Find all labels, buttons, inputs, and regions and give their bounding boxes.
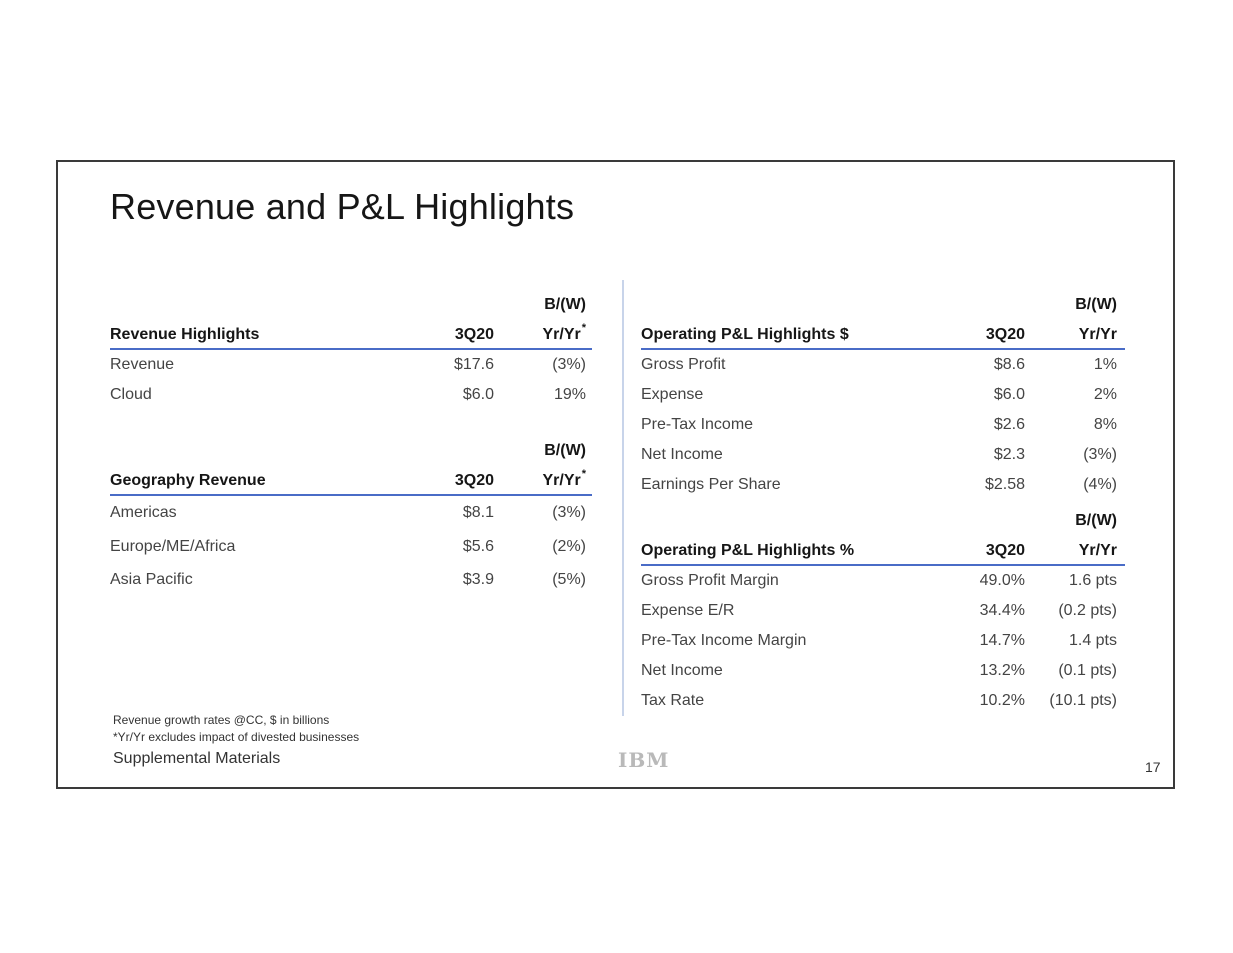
col-bw-label: B/(W): [544, 296, 586, 313]
col-bw-label: B/(W): [1075, 512, 1117, 529]
row-change: 1.6 pts: [1068, 572, 1117, 589]
operating-pl-percent-header: Operating P&L Highlights %: [641, 532, 941, 566]
row-value: 10.2%: [979, 692, 1025, 709]
row-change: (3%): [552, 504, 586, 521]
row-change: (3%): [552, 356, 586, 373]
row-value: $2.3: [993, 446, 1025, 463]
table-row: Tax Rate 10.2% (10.1 pts): [641, 686, 1125, 716]
row-change: 1.4 pts: [1068, 632, 1117, 649]
col-period-header: 3Q20: [440, 316, 494, 350]
row-label: Expense: [641, 386, 704, 403]
table-row: Cloud $6.0 19%: [110, 380, 592, 410]
operating-pl-table: B/(W) Operating P&L Highlights $ 3Q20 Yr…: [641, 284, 1125, 716]
table-row: Revenue $17.6 (3%): [110, 349, 592, 380]
col-period-header: 3Q20: [941, 532, 1025, 566]
row-change: 8%: [1093, 416, 1117, 433]
logo-text: IBM: [618, 748, 670, 772]
slide-title: Revenue and P&L Highlights: [110, 186, 575, 227]
row-value: $2.58: [984, 476, 1025, 493]
row-label: Pre-Tax Income Margin: [641, 632, 807, 649]
table-row: Gross Profit Margin 49.0% 1.6 pts: [641, 565, 1125, 596]
table-row: Gross Profit $8.6 1%: [641, 349, 1125, 380]
col-period-header: 3Q20: [941, 316, 1025, 350]
row-label: Net Income: [641, 662, 723, 679]
row-value: $2.6: [993, 416, 1025, 433]
row-label: Asia Pacific: [110, 570, 193, 588]
yryr-label: Yr/Yr: [542, 472, 581, 489]
ibm-logo-icon: IBM: [618, 748, 672, 772]
row-value: $6.0: [462, 386, 494, 403]
table-row: Expense E/R 34.4% (0.2 pts): [641, 596, 1125, 626]
table-row: Pre-Tax Income Margin 14.7% 1.4 pts: [641, 626, 1125, 656]
table-row: Americas $8.1 (3%): [110, 495, 592, 530]
row-label: Americas: [110, 504, 177, 521]
col-yryr-header: Yr/Yr: [1025, 532, 1125, 566]
row-value: 34.4%: [979, 602, 1025, 619]
row-label: Revenue: [110, 356, 175, 373]
row-label: Pre-Tax Income: [641, 416, 754, 433]
col-bw-label: B/(W): [544, 442, 586, 459]
table-row: Asia Pacific $3.9 (5%): [110, 563, 592, 596]
row-label: Gross Profit Margin: [641, 572, 779, 589]
revenue-highlights-header: Revenue Highlights: [110, 316, 440, 350]
footnote-divested: *Yr/Yr excludes impact of divested busin…: [113, 730, 360, 744]
col-period-header: 3Q20: [440, 462, 494, 496]
table-row: Net Income $2.3 (3%): [641, 440, 1125, 470]
row-label: Gross Profit: [641, 356, 726, 373]
geography-revenue-header: Geography Revenue: [110, 462, 440, 496]
row-value: $3.9: [462, 570, 494, 588]
yryr-label: Yr/Yr: [542, 326, 581, 343]
row-change: (5%): [552, 570, 586, 588]
row-change: (0.2 pts): [1058, 602, 1117, 619]
footnote-currency: Revenue growth rates @CC, $ in billions: [113, 713, 330, 727]
table-row: Earnings Per Share $2.58 (4%): [641, 470, 1125, 500]
col-yryr-header: Yr/Yr*: [494, 316, 592, 350]
operating-pl-dollars-header: Operating P&L Highlights $: [641, 316, 941, 350]
revenue-highlights-table: B/(W) Revenue Highlights 3Q20 Yr/Yr* Rev…: [110, 284, 592, 410]
col-yryr-header: Yr/Yr: [1025, 316, 1125, 350]
row-value: $17.6: [453, 356, 494, 373]
footnote-marker: *: [581, 468, 586, 480]
row-value: 14.7%: [979, 632, 1025, 649]
row-label: Earnings Per Share: [641, 476, 781, 493]
row-value: 13.2%: [979, 662, 1025, 679]
table-row: Expense $6.0 2%: [641, 380, 1125, 410]
table-row: Europe/ME/Africa $5.6 (2%): [110, 530, 592, 563]
supplemental-materials-label: Supplemental Materials: [113, 750, 281, 767]
row-value: $8.6: [993, 356, 1025, 373]
footnotes: Revenue growth rates @CC, $ in billions …: [113, 712, 359, 746]
row-change: (4%): [1083, 476, 1117, 493]
row-value: 49.0%: [979, 572, 1025, 589]
table-row: Pre-Tax Income $2.6 8%: [641, 410, 1125, 440]
col-bw-label: B/(W): [1075, 296, 1117, 313]
column-divider: [622, 280, 624, 716]
table-row: Net Income 13.2% (0.1 pts): [641, 656, 1125, 686]
row-change: 2%: [1093, 386, 1117, 403]
row-value: $5.6: [462, 537, 494, 555]
footnote-marker: *: [581, 322, 586, 334]
geography-revenue-table: B/(W) Geography Revenue 3Q20 Yr/Yr* Amer…: [110, 430, 592, 596]
row-label: Tax Rate: [641, 692, 705, 709]
row-change: (3%): [1083, 446, 1117, 463]
row-change: (10.1 pts): [1049, 692, 1117, 709]
page-number: 17: [1145, 759, 1161, 775]
row-change: 19%: [553, 386, 586, 403]
row-change: (0.1 pts): [1058, 662, 1117, 679]
row-label: Net Income: [641, 446, 723, 463]
row-value: $6.0: [993, 386, 1025, 403]
row-label: Europe/ME/Africa: [110, 537, 236, 555]
row-label: Expense E/R: [641, 602, 735, 619]
row-label: Cloud: [110, 386, 152, 403]
row-change: 1%: [1093, 356, 1117, 373]
col-yryr-header: Yr/Yr*: [494, 462, 592, 496]
row-change: (2%): [552, 537, 586, 555]
row-value: $8.1: [462, 504, 494, 521]
